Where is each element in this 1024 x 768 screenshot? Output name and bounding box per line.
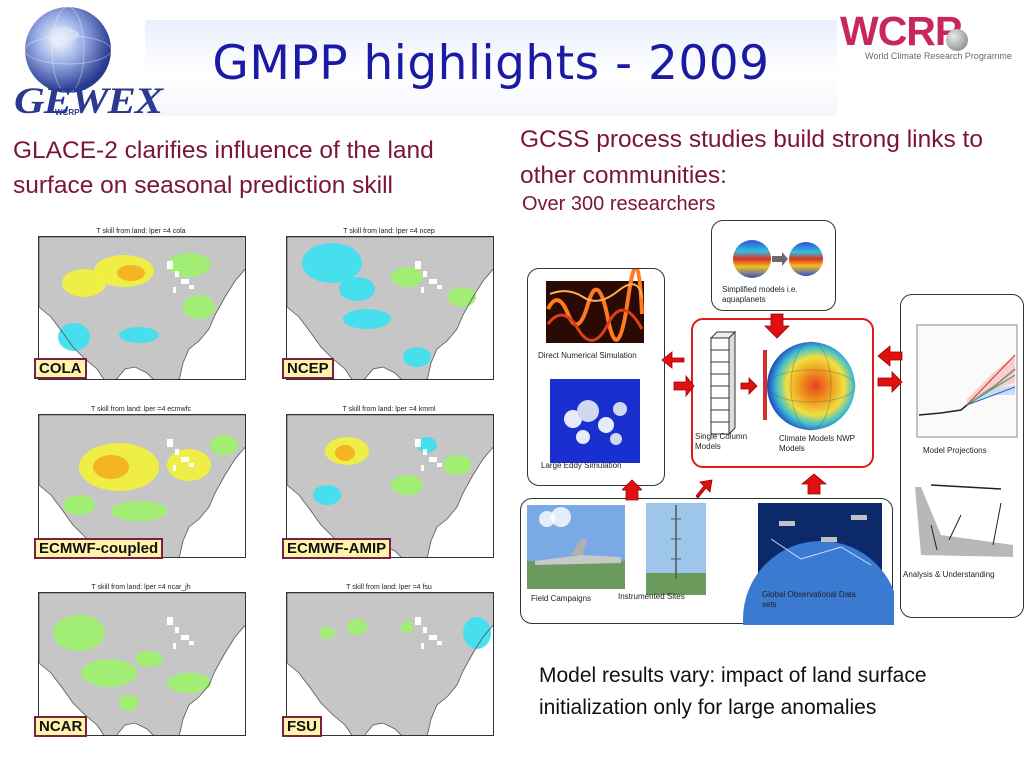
skill-map-image bbox=[286, 592, 494, 736]
skill-map-ecmwf-amip: T skill from land: lper =4 kmml bbox=[282, 406, 496, 560]
wcrp-logo: WCRP bbox=[840, 8, 962, 54]
dns-les-box: Direct Numerical Simulation Large Eddy S… bbox=[527, 265, 665, 486]
gewex-logo bbox=[10, 6, 128, 122]
simplified-models-label: Simplified models i.e. aquaplanets bbox=[722, 285, 798, 304]
analysis-label: Analysis & Understanding bbox=[903, 570, 995, 579]
gewex-wcrp-subtext: WCRP bbox=[55, 108, 80, 117]
map-title: T skill from land: lper =4 ecmwfc bbox=[90, 406, 192, 413]
climate-model-globe-icon bbox=[767, 342, 855, 430]
skill-map-image bbox=[38, 592, 246, 736]
simplified-models-box: Simplified models i.e. aquaplanets bbox=[711, 220, 836, 311]
climate-models-box: Single Column Models Climate Models NWP … bbox=[691, 318, 874, 468]
global-observational-label: Global Observational Data sets bbox=[762, 590, 856, 609]
arrow-down-icon bbox=[764, 313, 790, 339]
wcrp-logo-subtitle: World Climate Research Programme bbox=[865, 51, 1012, 61]
results-summary: Model results vary: impact of land surfa… bbox=[539, 664, 927, 719]
map-title: T skill from land: lper =4 ncar_jh bbox=[91, 584, 191, 591]
map-title: T skill from land: lper =4 kmml bbox=[342, 406, 436, 413]
les-image bbox=[550, 379, 640, 463]
arrow-right-icon bbox=[740, 377, 758, 395]
projections-box: Model Projections Analysis & Understandi… bbox=[900, 294, 1024, 618]
model-projections-label: Model Projections bbox=[923, 446, 987, 455]
map-label-fsu: FSU bbox=[282, 716, 322, 737]
arrow-left-icon bbox=[661, 351, 685, 369]
arrow-up-icon bbox=[800, 473, 828, 495]
map-title: T skill from land: lper =4 cola bbox=[96, 228, 186, 235]
instrumented-sites-label: Instrumented Sites bbox=[618, 592, 685, 601]
gewex-wordmark: GEWEX bbox=[14, 81, 163, 122]
arrow-right-icon bbox=[673, 374, 695, 398]
title-banner bbox=[145, 20, 837, 116]
skill-map-fsu: T skill from land: lper =4 fsu bbox=[282, 584, 496, 738]
map-title: T skill from land: lper =4 fsu bbox=[346, 584, 432, 591]
skill-map-image bbox=[286, 414, 494, 558]
map-label-ecmwf-coupled: ECMWF-coupled bbox=[34, 538, 164, 559]
map-label-cola: COLA bbox=[34, 358, 87, 379]
skill-map-ncar: T skill from land: lper =4 ncar_jh bbox=[34, 584, 248, 738]
map-label-ncar: NCAR bbox=[34, 716, 88, 737]
dns-label: Direct Numerical Simulation bbox=[538, 351, 637, 360]
instrumented-site-image bbox=[646, 503, 706, 595]
climate-models-label: Climate Models NWP Models bbox=[779, 434, 855, 453]
single-column-model-icon bbox=[709, 330, 737, 436]
gcss-subheading: Over 300 researchers bbox=[522, 193, 716, 215]
skill-map-ncep: T skill from land: lper =4 ncep bbox=[282, 228, 496, 382]
skill-map-cola: T skill from land: lper =4 cola bbox=[34, 228, 248, 382]
projection-chart-image bbox=[916, 324, 1018, 438]
slide-title: GMPP highlights - 2009 bbox=[212, 36, 770, 91]
skill-map-image bbox=[38, 414, 246, 558]
map-title: T skill from land: lper =4 ncep bbox=[343, 228, 435, 235]
observations-box: Field Campaigns Instrumented Sites Globa… bbox=[520, 498, 899, 697]
map-label-ncep: NCEP bbox=[282, 358, 334, 379]
diagram-arrows bbox=[661, 313, 903, 499]
glace-heading: GLACE-2 clarifies influence of the land … bbox=[13, 137, 434, 199]
analysis-scatter-image bbox=[911, 481, 1017, 565]
skill-map-ecmwf-coupled: T skill from land: lper =4 ecmwfc bbox=[34, 406, 248, 560]
arrow-up-icon bbox=[622, 479, 642, 501]
aquaplanet-globes-icon bbox=[733, 240, 823, 278]
les-label: Large Eddy Simulation bbox=[541, 461, 622, 470]
field-campaign-image bbox=[527, 505, 625, 589]
arrow-left-icon bbox=[877, 345, 903, 367]
field-campaigns-label: Field Campaigns bbox=[531, 594, 592, 603]
arrow-right-icon bbox=[877, 371, 903, 393]
single-column-label: Single Column Models bbox=[695, 432, 748, 451]
arrow-up-right-icon bbox=[695, 479, 713, 499]
skill-map-image bbox=[286, 236, 494, 380]
gcss-heading: GCSS process studies build strong links … bbox=[520, 126, 983, 189]
skill-map-image bbox=[38, 236, 246, 380]
map-label-ecmwf-amip: ECMWF-AMIP bbox=[282, 538, 392, 559]
wcrp-globe-icon bbox=[946, 29, 968, 51]
